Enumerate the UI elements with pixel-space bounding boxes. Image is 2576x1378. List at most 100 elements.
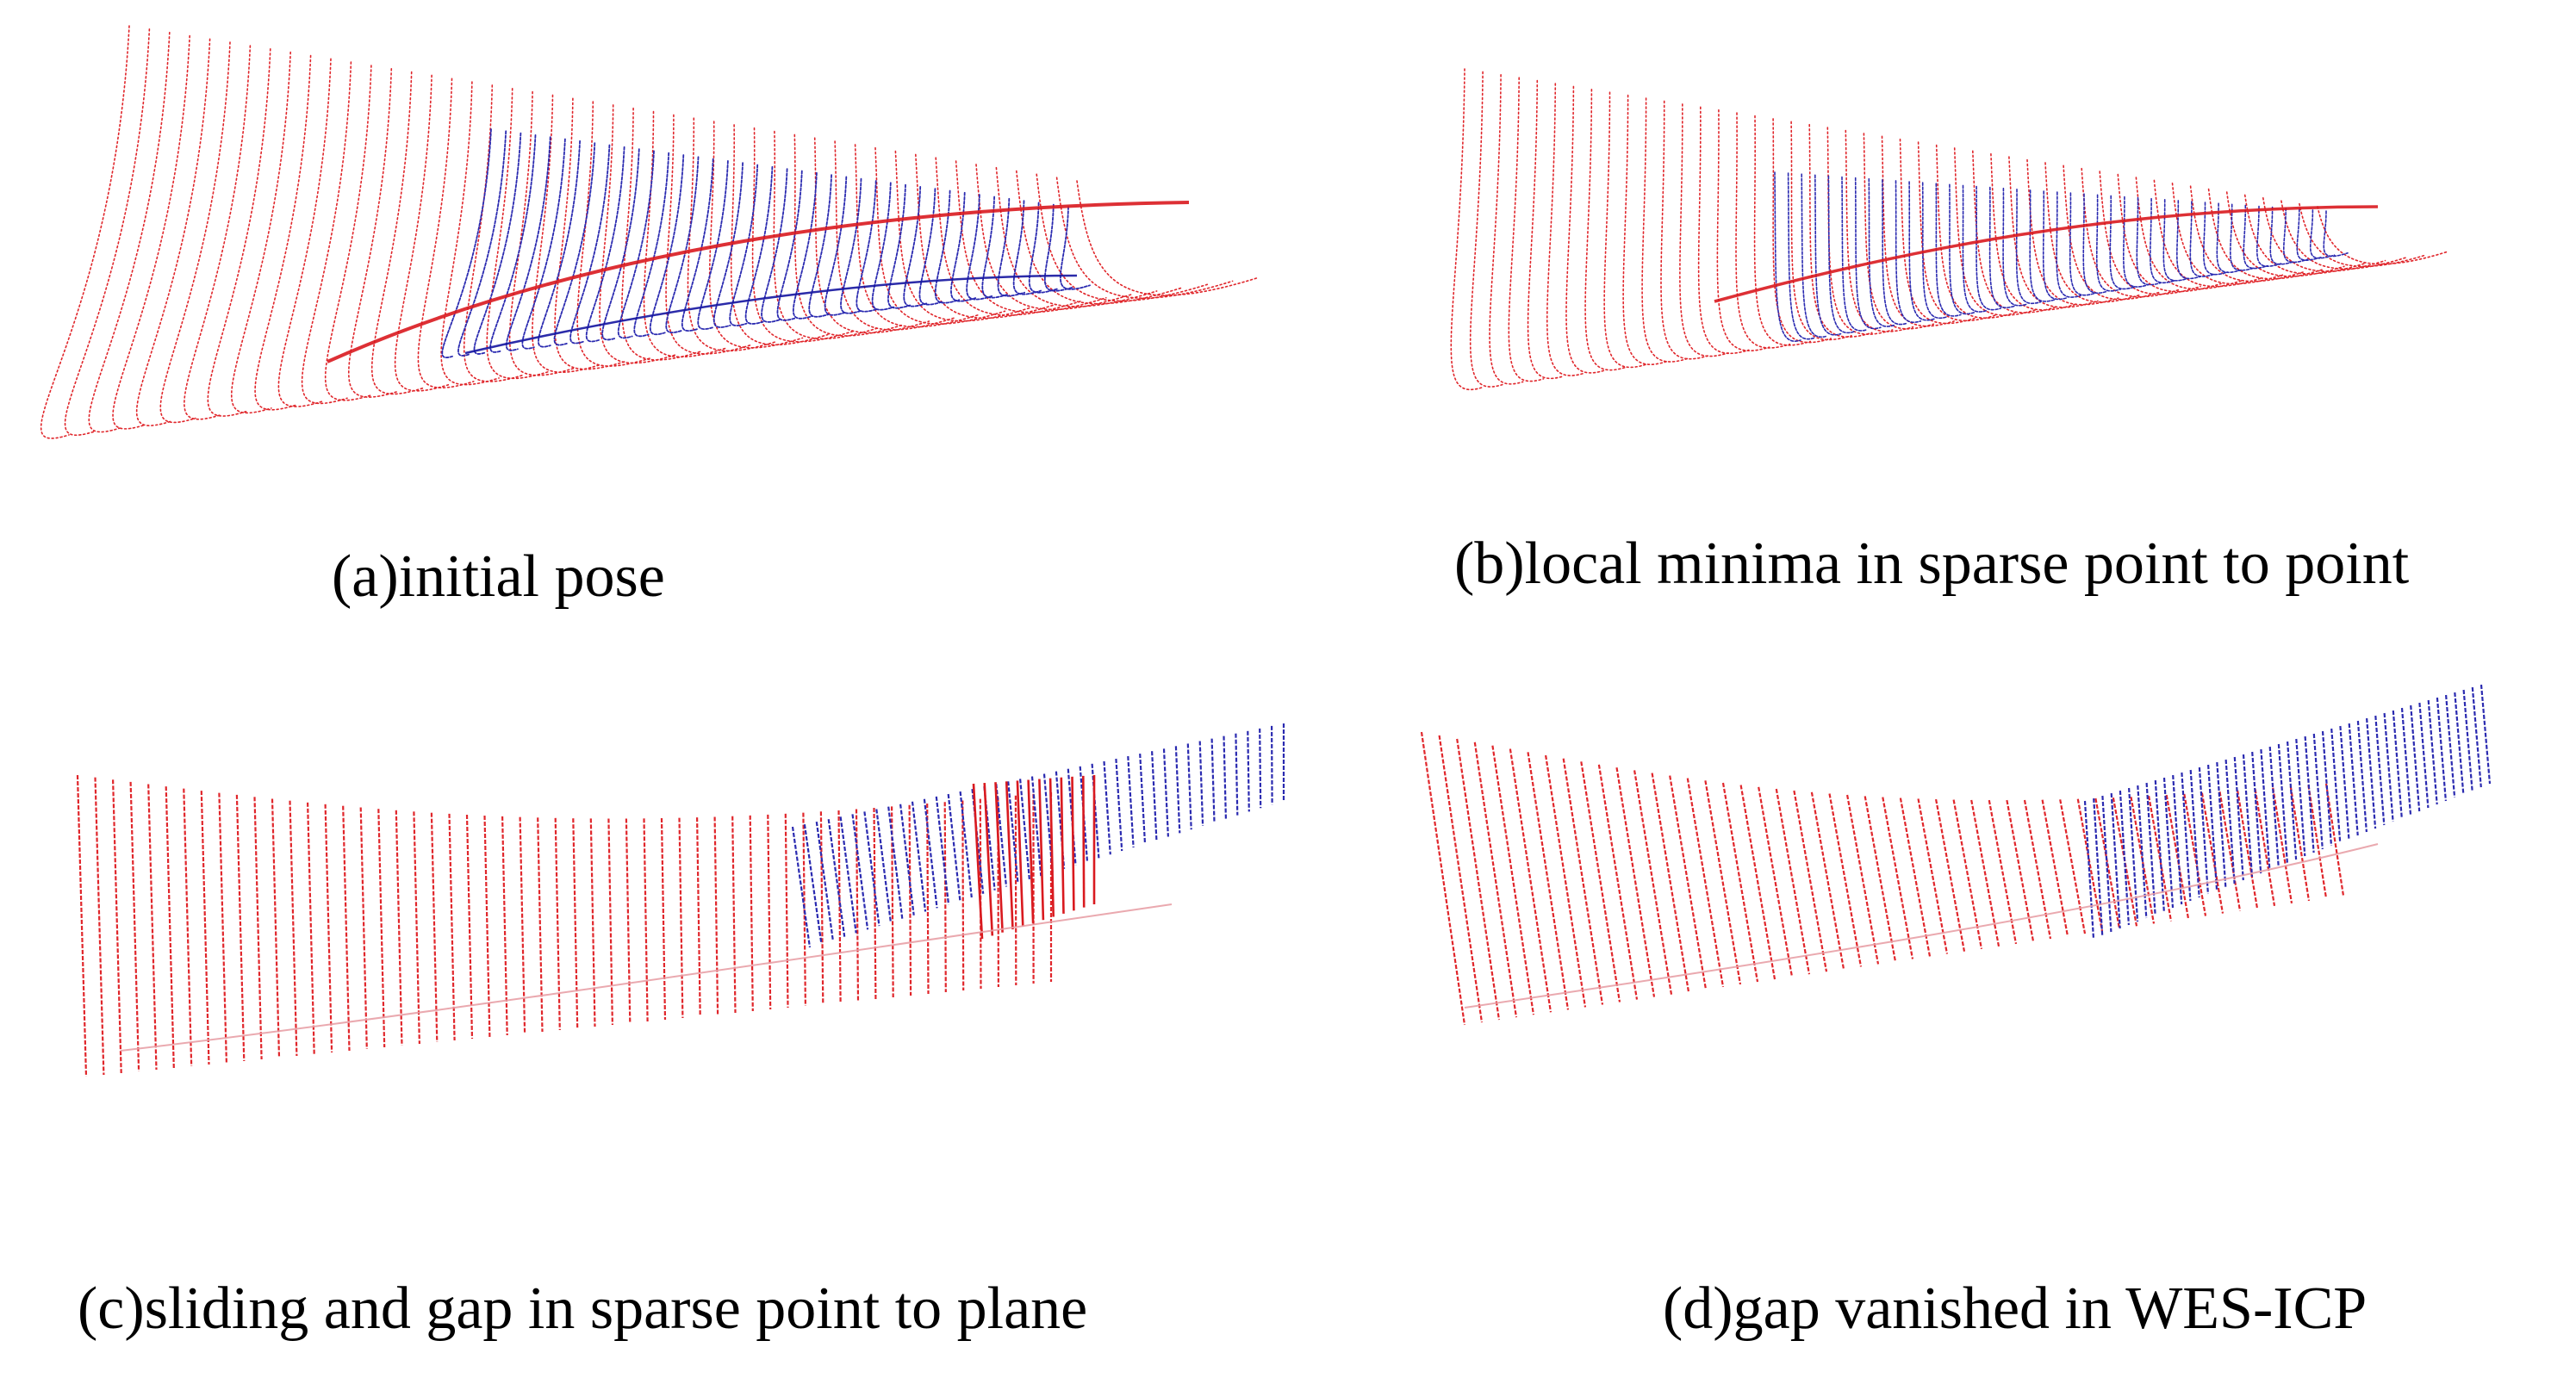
reference-scan-line [1679, 103, 1729, 357]
moving-scan-line [2287, 741, 2298, 860]
reference-scan-line [891, 806, 894, 998]
moving-scan-line [935, 796, 950, 905]
reference-scan-line [395, 810, 403, 1046]
moving-scan-line [2189, 769, 2200, 898]
reference-lower-edge [1464, 843, 2379, 1009]
reference-scan-line [599, 104, 677, 364]
reference-scan-line [359, 807, 368, 1050]
reference-scan-line [1622, 94, 1668, 365]
moving-scan-line [2242, 754, 2254, 878]
moving-scan-line [1198, 741, 1204, 827]
reference-scan-line [1473, 742, 1518, 1018]
moving-scan-line [981, 196, 1009, 299]
reference-scan-line [348, 68, 399, 398]
reference-scan-line [2218, 791, 2242, 911]
reference-scan-line [643, 818, 649, 1022]
moving-scan-line [2110, 792, 2121, 929]
reference-scan-line [88, 31, 171, 433]
reference-scan-line [1527, 752, 1570, 1010]
moving-scan-line [2172, 774, 2183, 905]
reference-overlap-line [1038, 779, 1045, 921]
moving-scan-line [697, 160, 729, 330]
moving-scan-line [1814, 174, 1842, 336]
moving-scan-line [2277, 743, 2288, 864]
moving-scan-line [2480, 684, 2492, 785]
reference-scan-line [2135, 177, 2243, 290]
moving-scan-line [681, 158, 714, 332]
reference-scan-line [2008, 156, 2099, 308]
reference-scan-line [751, 127, 854, 343]
reference-scan-line [1952, 799, 1983, 950]
moving-scan-line [2321, 730, 2333, 847]
reference-scan-line [2299, 202, 2427, 268]
reference-scan-line [979, 798, 982, 990]
reference-scan-line [508, 90, 576, 376]
reference-scan-line [2289, 786, 2311, 902]
reference-scan-line [1450, 68, 1483, 391]
moving-scan-line [871, 182, 895, 311]
moving-scan-line [2181, 772, 2192, 902]
reference-scan-line [607, 818, 613, 1026]
reference-scan-line [554, 97, 626, 370]
moving-scan-line [950, 191, 977, 302]
moving-scan-line [1854, 177, 1882, 330]
moving-scan-line [2230, 203, 2256, 271]
reference-scan-line [730, 124, 829, 346]
moving-scan-line [1882, 179, 1908, 326]
reference-scan-line [1772, 118, 1832, 344]
reference-scan-line [463, 84, 526, 382]
reference-overlap-line [1005, 781, 1014, 930]
reference-scan-line [1076, 180, 1259, 296]
moving-scan-line [2123, 196, 2149, 288]
reference-scan-line [1790, 121, 1852, 341]
moving-scan-line [1139, 754, 1147, 844]
reference-scan-line [1469, 71, 1503, 388]
reference-scan-line [76, 774, 88, 1077]
reference-scan-line [1721, 782, 1759, 983]
reference-scan-line [874, 146, 1006, 325]
reference-scan-line [40, 25, 130, 439]
moving-scan-line [1949, 183, 1976, 315]
reference-lower-edge [120, 903, 1173, 1052]
moving-scan-line [1223, 736, 1227, 819]
moving-scan-line [887, 806, 904, 919]
moving-scan-line [875, 809, 892, 923]
reference-scan-line [147, 784, 158, 1071]
reference-scan-line [1055, 177, 1234, 299]
reference-scan-line [183, 788, 193, 1067]
reference-scan-line [1456, 738, 1501, 1021]
reference-scan-line [94, 777, 105, 1076]
reference-scan-line [935, 157, 1082, 316]
reference-overlap-line [983, 783, 994, 936]
moving-scan-line [744, 165, 774, 325]
reference-scan-line [2237, 790, 2259, 909]
reference-scan-line [665, 114, 753, 355]
moving-scan-line [1210, 738, 1216, 822]
moving-scan-line [2295, 738, 2306, 857]
moving-scan-line [1007, 781, 1019, 884]
moving-scan-line [585, 146, 625, 343]
reference-overlap-line [1016, 780, 1024, 927]
moving-scan-line [792, 171, 818, 320]
reference-scan-line [943, 802, 947, 993]
reference-scan-line [773, 130, 880, 340]
moving-scan-line [2056, 191, 2081, 298]
reference-scan-line [2324, 783, 2345, 897]
moving-scan-line [601, 148, 640, 341]
reference-scan-line [1970, 799, 2000, 947]
reference-scan-line [713, 816, 719, 1015]
reference-scan-line [448, 813, 456, 1041]
moving-scan-line [2015, 189, 2042, 304]
reference-overlap-line [1048, 778, 1055, 917]
panel-b-point-cloud [1430, 52, 2448, 465]
reference-scan-line [2112, 798, 2138, 927]
moving-scan-line [803, 823, 823, 945]
moving-scan-line [827, 819, 846, 937]
moving-scan-line [457, 130, 507, 357]
reference-scan-line [2081, 167, 2181, 298]
reference-scan-line [894, 150, 1031, 322]
reference-scan-line [2183, 793, 2207, 916]
moving-scan-line [887, 183, 912, 309]
reference-scan-line [2094, 798, 2121, 929]
reference-scan-line [2041, 799, 2069, 937]
